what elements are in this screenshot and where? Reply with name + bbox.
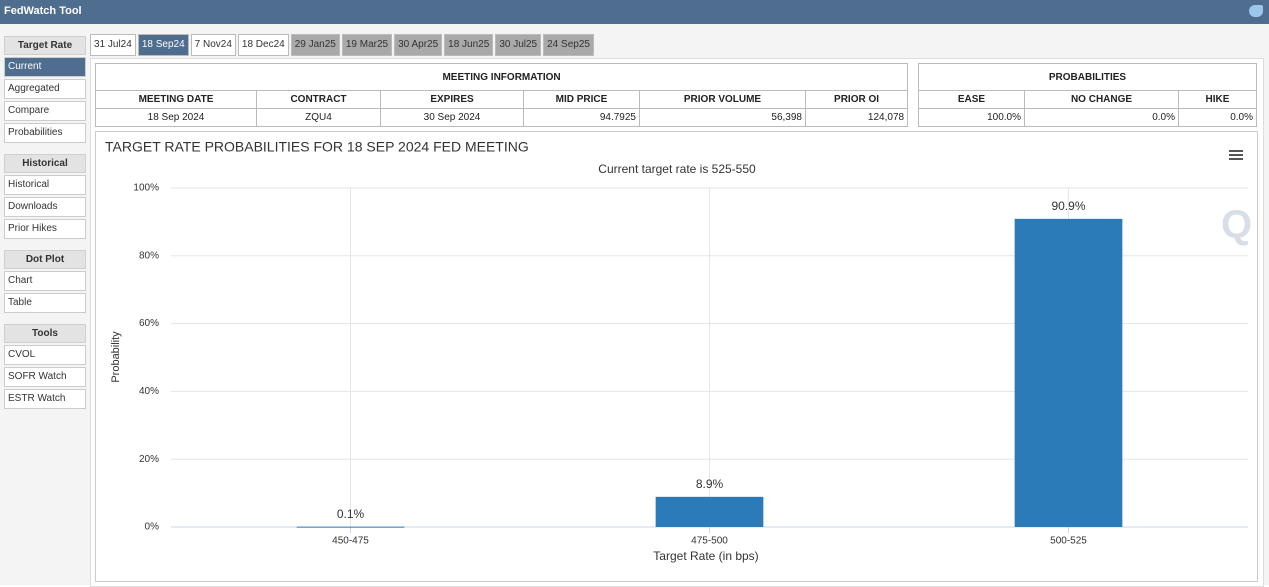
y-tick-label: 60%: [139, 318, 159, 329]
watermark: Q: [1221, 203, 1252, 247]
meeting-tab[interactable]: 30 Apr25: [394, 34, 443, 56]
bar: [655, 496, 764, 527]
bar: [1014, 218, 1123, 527]
meeting-tab[interactable]: 29 Jan25: [290, 34, 340, 56]
data-row: 100.0% 0.0% 0.0%: [918, 108, 1257, 127]
data-label: 90.9%: [1051, 199, 1085, 213]
column-header: CONTRACT: [256, 90, 381, 109]
cell: 30 Sep 2024: [380, 108, 524, 127]
nav-item[interactable]: ESTR Watch: [4, 389, 86, 409]
nav-item[interactable]: Prior Hikes: [4, 219, 86, 239]
twitter-icon[interactable]: [1249, 5, 1263, 17]
table-title: PROBABILITIES: [918, 63, 1257, 91]
data-label: 0.1%: [337, 507, 365, 521]
top-bar: FedWatch Tool: [0, 0, 1269, 24]
spacer: [4, 315, 86, 324]
bar: [296, 526, 405, 528]
column-header: PRIOR OI: [804, 90, 909, 109]
probabilities-table: PROBABILITIES EASE NO CHANGE HIKE 100.0% 0.0%…: [918, 63, 1257, 127]
header-row: EASE NO CHANGE HIKE: [918, 90, 1257, 109]
meeting-tabs: 31 Jul24 18 Sep24 7 Nov24 18 Dec24 29 Jan25 1…: [90, 34, 596, 56]
nav-item[interactable]: SOFR Watch: [4, 367, 86, 387]
meeting-tab[interactable]: 18 Sep24: [137, 34, 189, 56]
nav-item[interactable]: Compare: [4, 101, 86, 121]
data-row: 18 Sep 2024 ZQU4 30 Sep 2024 94.7925 56,398 1…: [95, 108, 909, 127]
menu-icon[interactable]: [1229, 150, 1243, 160]
cell: 0.0%: [1178, 108, 1257, 127]
cell: 0.0%: [1024, 108, 1179, 127]
y-tick-label: 100%: [133, 183, 159, 194]
nav-item[interactable]: Aggregated: [4, 79, 86, 99]
spacer: [4, 145, 86, 154]
cell: ZQU4: [256, 108, 381, 127]
column-header: EASE: [918, 90, 1025, 109]
y-tick-label: 80%: [139, 250, 159, 261]
meeting-tab[interactable]: 31 Jul24: [90, 34, 136, 56]
y-tick-label: 0%: [145, 522, 160, 533]
column-header: EXPIRES: [380, 90, 524, 109]
chart-subtitle: Current target rate is 525-550: [598, 162, 756, 176]
header-row: MEETING DATE CONTRACT EXPIRES MID PRICE PRIO…: [95, 90, 909, 109]
spacer: [4, 241, 86, 250]
column-header: MID PRICE: [523, 90, 640, 109]
section-header: Tools: [4, 324, 86, 343]
table-title: MEETING INFORMATION: [94, 63, 909, 91]
y-axis-title: Probability: [110, 331, 122, 383]
y-tick-label: 40%: [139, 386, 159, 397]
nav-item[interactable]: Chart: [4, 271, 86, 291]
sidebar: Target Rate Current Aggregated Compare Proba…: [4, 36, 86, 411]
meeting-tab[interactable]: 18 Dec24: [237, 34, 289, 56]
chart-title: TARGET RATE PROBABILITIES FOR 18 SEP 202…: [105, 139, 529, 155]
y-tick-label: 20%: [139, 454, 159, 465]
column-header: MEETING DATE: [95, 90, 257, 109]
cell: 124,078: [804, 108, 909, 127]
nav-item[interactable]: Current: [4, 57, 86, 77]
section-header: Dot Plot: [4, 250, 86, 269]
meeting-info-table: MEETING INFORMATION MEETING DATE CONTRACT E…: [94, 63, 909, 127]
section-header: Target Rate: [4, 36, 86, 55]
nav-item[interactable]: Downloads: [4, 197, 86, 217]
x-axis-title: Target Rate (in bps): [653, 549, 758, 563]
data-label: 8.9%: [696, 477, 724, 491]
nav-item[interactable]: CVOL: [4, 345, 86, 365]
meeting-tab[interactable]: 24 Sep25: [543, 34, 594, 56]
cell: 94.7925: [523, 108, 640, 127]
meeting-tab[interactable]: 7 Nov24: [190, 34, 236, 56]
x-tick-label: 500-525: [1050, 536, 1087, 547]
cell: 18 Sep 2024: [95, 108, 257, 127]
meeting-tab[interactable]: 19 Mar25: [341, 34, 393, 56]
title-row: PROBABILITIES: [918, 63, 1257, 91]
x-tick-label: 450-475: [332, 536, 369, 547]
column-header: HIKE: [1178, 90, 1257, 109]
column-header: PRIOR VOLUME: [639, 90, 806, 109]
x-tick-label: 475-500: [691, 536, 728, 547]
section-header: Historical: [4, 154, 86, 173]
column-header: NO CHANGE: [1024, 90, 1179, 109]
title-row: MEETING INFORMATION: [94, 63, 909, 91]
nav-item[interactable]: Historical: [4, 175, 86, 195]
nav-item[interactable]: Table: [4, 293, 86, 313]
chart: TARGET RATE PROBABILITIES FOR 18 SEP 202…: [95, 131, 1258, 582]
cell: 56,398: [639, 108, 806, 127]
app-title: FedWatch Tool: [4, 5, 82, 17]
cell: 100.0%: [918, 108, 1025, 127]
nav-item[interactable]: Probabilities: [4, 123, 86, 143]
meeting-tab[interactable]: 30 Jul25: [495, 34, 542, 56]
meeting-tab[interactable]: 18 Jun25: [444, 34, 494, 56]
